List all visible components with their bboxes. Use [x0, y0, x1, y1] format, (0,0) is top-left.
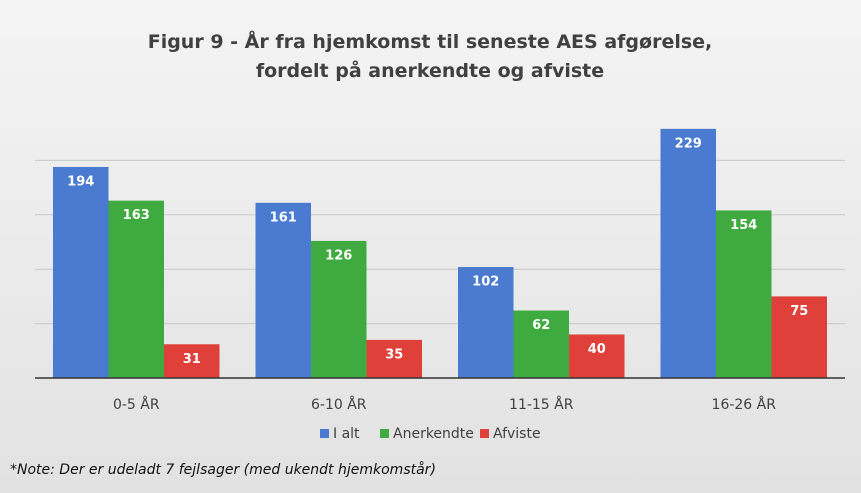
x-tick-label: 6-10 ÅR: [311, 396, 367, 413]
data-label: 126: [325, 248, 352, 263]
x-tick-label: 0-5 ÅR: [113, 396, 160, 413]
chart-title: Figur 9 - År fra hjemkomst til seneste A…: [147, 31, 713, 82]
legend-label: I alt: [333, 426, 360, 442]
bar: [660, 128, 716, 378]
bar: [255, 202, 311, 378]
bar: [311, 240, 367, 378]
x-tick-label: 11-15 ÅR: [509, 396, 574, 413]
data-label: 161: [270, 210, 297, 225]
bar: [164, 344, 220, 378]
bar: [53, 166, 109, 378]
note: *Note: Der er udeladt 7 fejlsager (med u…: [10, 462, 436, 478]
bar: [513, 310, 569, 378]
data-label: 229: [675, 136, 702, 151]
legend-swatch: [320, 429, 329, 438]
bar: [108, 200, 164, 378]
data-label: 35: [385, 347, 403, 362]
bar: [458, 267, 514, 378]
data-label: 163: [123, 208, 150, 223]
legend-swatch: [380, 429, 389, 438]
bar: [569, 334, 625, 378]
data-label: 75: [790, 304, 808, 319]
data-label: 40: [588, 342, 606, 357]
legend-label: Afviste: [493, 426, 541, 442]
legend-label: Anerkendte: [393, 426, 474, 442]
bar: [366, 339, 422, 378]
data-label: 194: [67, 174, 94, 189]
legend-swatch: [480, 429, 489, 438]
data-label: 31: [183, 352, 201, 367]
x-tick-label: 16-26 ÅR: [712, 396, 777, 413]
data-label: 154: [730, 218, 757, 233]
bar: [771, 296, 827, 378]
data-label: 102: [472, 275, 499, 290]
bar: [716, 210, 772, 378]
data-label: 62: [532, 318, 550, 333]
